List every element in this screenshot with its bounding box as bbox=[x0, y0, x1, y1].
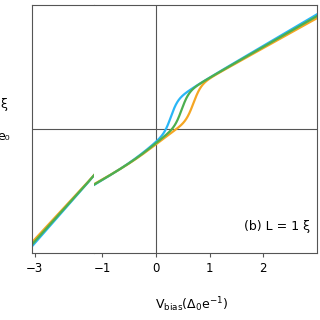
Text: (b) L = 1 ξ: (b) L = 1 ξ bbox=[244, 220, 310, 233]
Text: V$_\mathregular{bias}$(Δ$_\mathregular{0}$e$^{-1}$): V$_\mathregular{bias}$(Δ$_\mathregular{0… bbox=[156, 295, 228, 314]
Text: e₀: e₀ bbox=[0, 130, 10, 143]
Text: ξ: ξ bbox=[0, 98, 7, 110]
